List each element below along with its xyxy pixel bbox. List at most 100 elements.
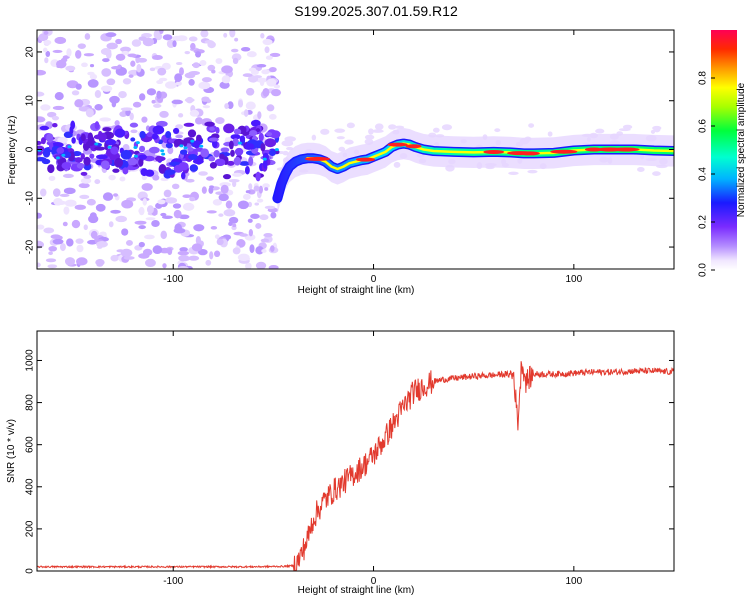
spectrogram-noise-blob xyxy=(144,234,155,240)
spectrogram-noise-blob xyxy=(48,245,58,252)
spectrogram-noise-blob xyxy=(83,53,95,57)
spectrogram-noise-blob xyxy=(254,202,260,206)
spectrogram-noise-blob xyxy=(259,214,269,221)
spectrogram-noise-blob xyxy=(66,80,79,89)
spectrogram-noise-blob xyxy=(232,57,239,65)
spectrogram-noise-blob xyxy=(273,84,281,89)
spectrogram-band-blob xyxy=(239,135,246,142)
spectrogram-band-blob xyxy=(209,161,217,169)
spectrogram-noise-blob xyxy=(42,47,48,53)
spectrogram-noise-blob xyxy=(90,230,98,239)
spectrogram-noise-blob xyxy=(265,55,273,60)
spectrogram-noise-blob xyxy=(213,250,221,258)
spectrogram-band-blob xyxy=(223,123,235,134)
spectrogram-noise-blob xyxy=(63,187,76,195)
spectrogram-noise-blob xyxy=(172,40,177,48)
spectrogram-noise-blob xyxy=(394,125,405,129)
spectrogram-noise-blob xyxy=(145,217,156,221)
spectrogram-noise-blob xyxy=(182,202,195,211)
spectrogram-band-blob xyxy=(180,171,186,180)
spectrogram-band-hotspot xyxy=(199,144,204,148)
snr-line xyxy=(37,361,674,571)
spectrogram-noise-blob xyxy=(238,256,251,261)
spectrogram-noise-blob xyxy=(255,246,264,255)
spectrogram-band-blob xyxy=(41,158,51,165)
spectrogram-band-blob xyxy=(164,169,176,175)
spectrogram-noise-blob xyxy=(245,87,255,96)
spectrogram-band-blob xyxy=(193,140,201,149)
spectrogram-noise-blob xyxy=(368,128,374,135)
spectrogram-noise-blob xyxy=(255,261,267,269)
spectrogram-noise-blob xyxy=(131,39,142,47)
spectrogram-noise-blob xyxy=(223,209,236,217)
spectrogram-noise-blob xyxy=(268,66,277,73)
colorbar-tick-label: 0.8 xyxy=(698,71,709,85)
spectrogram-noise-blob xyxy=(202,105,211,109)
spectrogram-noise-blob xyxy=(242,193,251,200)
spectrogram-band-blob xyxy=(265,132,273,137)
spectrogram-band-blob xyxy=(71,137,76,144)
spectrogram-band-blob xyxy=(249,130,258,136)
spectrogram-noise-blob xyxy=(230,48,239,53)
spectrogram-band-hotspot xyxy=(160,149,165,153)
colorbar: 0.0 0.2 0.4 0.6 0.8 Normalized spectral ampl… xyxy=(698,30,747,277)
spectrogram-noise-blob xyxy=(109,95,120,104)
spectrogram-noise-blob xyxy=(177,250,190,256)
spectrogram-noise-blob xyxy=(178,254,190,262)
spectrogram-noise-blob xyxy=(75,83,82,90)
spectrogram-noise-blob xyxy=(87,79,99,88)
spectrogram-band-blob xyxy=(187,129,197,138)
spectrogram-band-hotspot xyxy=(133,154,138,158)
spectrogram-noise-blob xyxy=(106,78,116,86)
spectrogram-band-blob xyxy=(39,125,50,131)
spectrogram-noise-blob xyxy=(253,185,260,192)
spectrogram-band-blob xyxy=(130,137,136,142)
spectrogram-noise-blob xyxy=(152,174,160,181)
spectrogram-noise-blob xyxy=(178,113,184,118)
spectrogram-noise-blob xyxy=(195,117,203,125)
spectrogram-noise-blob xyxy=(393,161,401,168)
spectrogram-noise-blob xyxy=(637,167,645,172)
spectrogram-band-blob xyxy=(46,133,54,143)
spectrogram-noise-blob xyxy=(237,200,249,210)
spectrogram-noise-blob xyxy=(172,203,182,209)
spectrogram-noise-blob xyxy=(43,227,55,234)
spectrogram-noise-blob xyxy=(138,225,146,230)
spectrogram-noise-blob xyxy=(214,234,220,239)
spectrogram-band-blob xyxy=(214,158,226,167)
spectrogram-noise-blob xyxy=(37,240,44,249)
spectrogram-band-blob xyxy=(114,128,126,138)
colorbar-gradient xyxy=(711,30,737,270)
spectrogram-noise-blob xyxy=(320,128,330,135)
spectrogram-noise-blob xyxy=(77,43,86,49)
spectrogram-noise-blob xyxy=(188,36,198,42)
spectrogram-noise-blob xyxy=(261,249,267,253)
spectrogram-noise-blob xyxy=(270,245,275,252)
spectrogram-noise-blob xyxy=(121,199,134,209)
spectrogram-band-blob xyxy=(239,161,250,166)
spectrogram-band-blob xyxy=(94,121,100,130)
spectrogram-noise-blob xyxy=(206,210,217,214)
spectrogram-noise-blob xyxy=(141,183,153,191)
spectrogram-band-blob xyxy=(69,125,74,135)
spectrogram-x-label: Height of straight line (km) xyxy=(298,285,415,296)
spectrogram-band-blob xyxy=(80,171,88,176)
spectrogram-band-blob xyxy=(183,122,195,127)
spectrogram-noise-blob xyxy=(371,129,384,133)
spectrogram-noise-blob xyxy=(37,262,41,268)
spectrogram-band-blob xyxy=(209,126,215,132)
spectrogram-noise-blob xyxy=(220,184,229,194)
spectrogram-noise-blob xyxy=(120,46,132,53)
spectrogram-noise-blob xyxy=(281,140,294,147)
spectrogram-noise-blob xyxy=(256,198,264,203)
spectrogram-noise-blob xyxy=(216,238,224,246)
spectrogram-noise-blob xyxy=(209,185,214,189)
spectrogram-band-blob xyxy=(89,153,95,159)
spectrogram-noise-blob xyxy=(129,112,134,121)
trace-hotspot xyxy=(304,156,331,161)
spectrogram-noise-blob xyxy=(100,85,113,92)
spectrogram-noise-blob xyxy=(141,116,148,123)
spectrogram-noise-blob xyxy=(115,38,122,45)
spectrogram-noise-blob xyxy=(432,127,440,133)
spectrogram-noise-blob xyxy=(195,51,202,58)
